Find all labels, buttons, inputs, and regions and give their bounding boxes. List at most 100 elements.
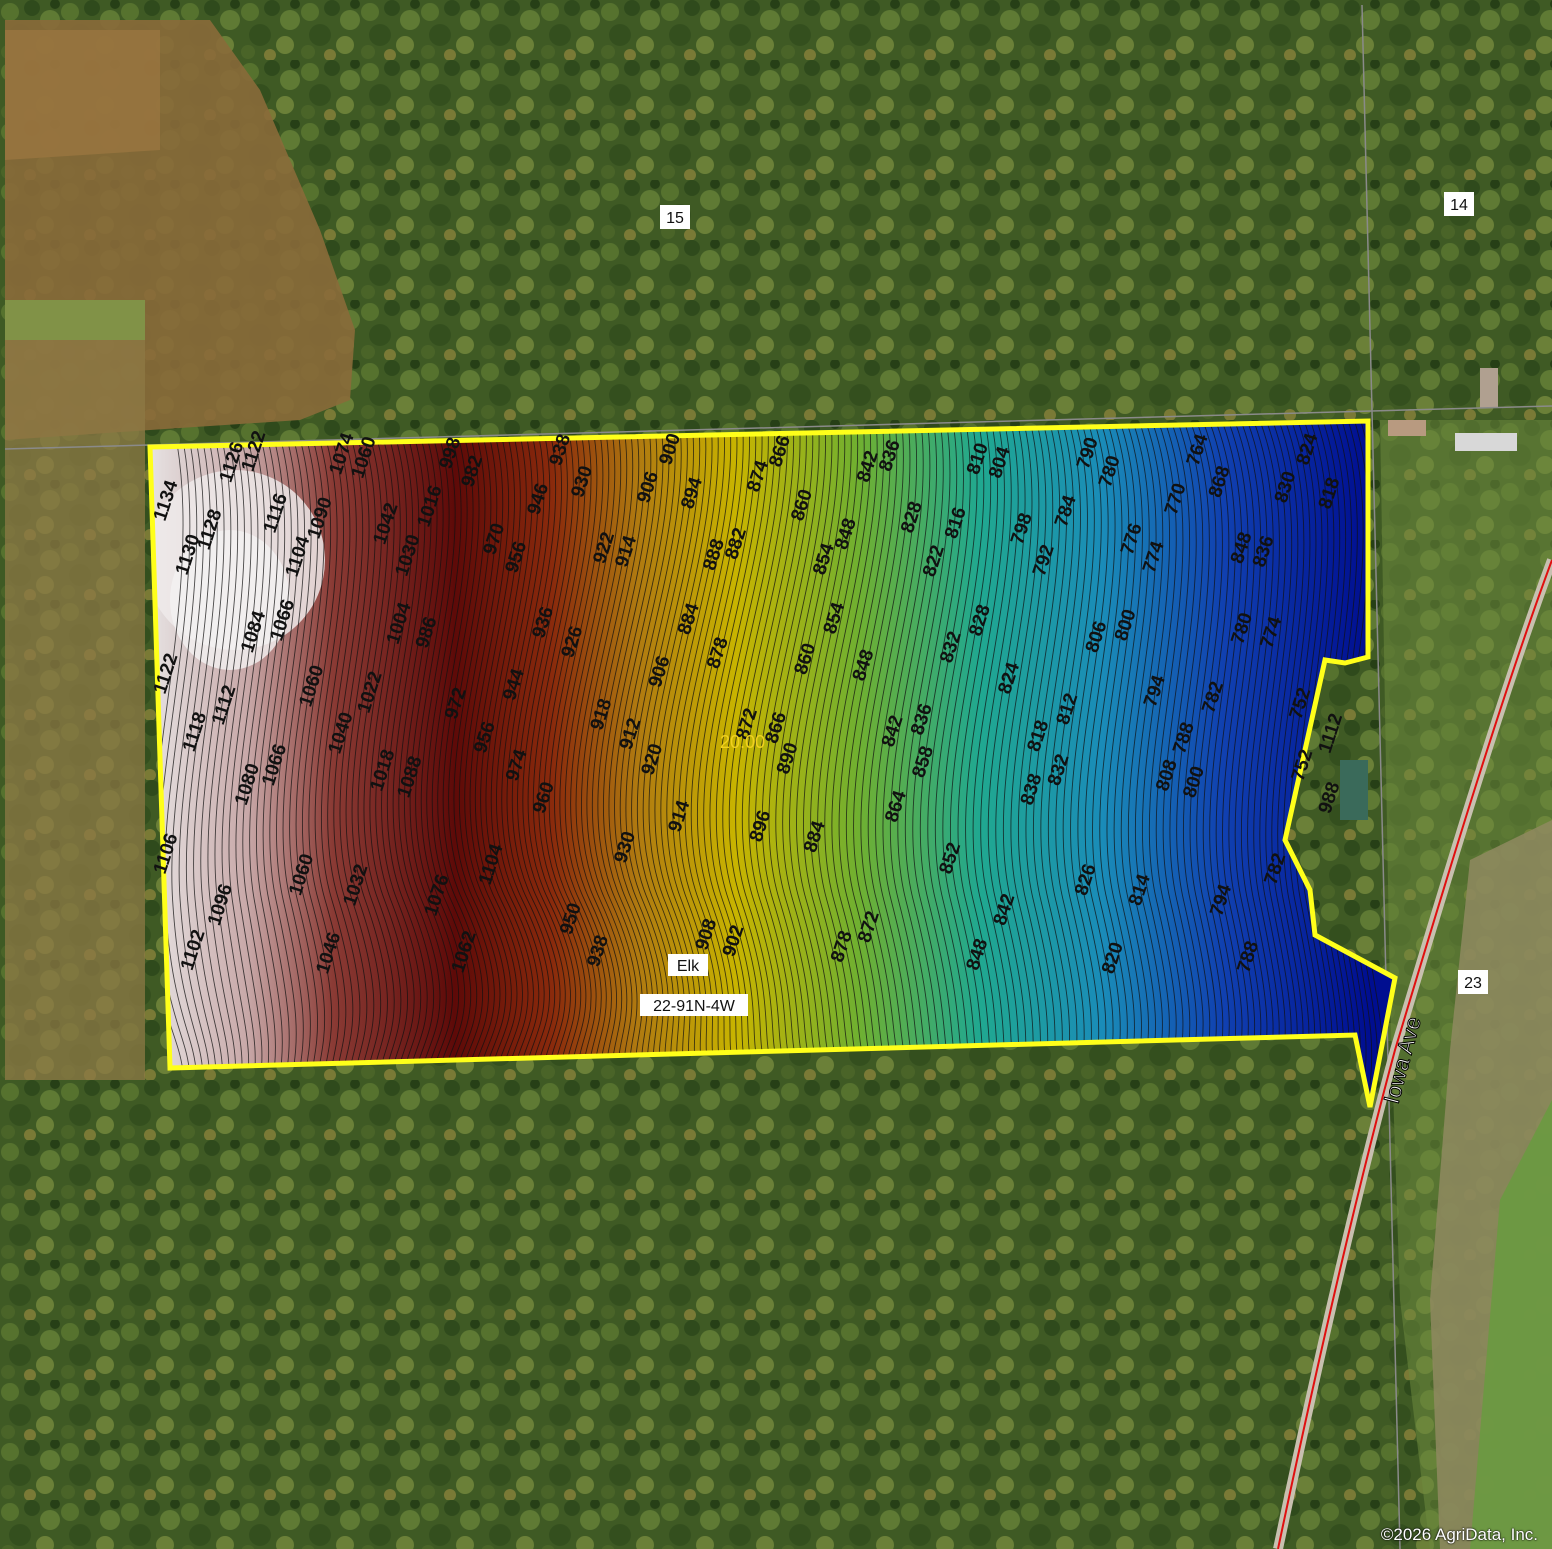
contour-line — [375, 421, 415, 1107]
contour-line — [228, 421, 259, 1107]
contour-line — [403, 421, 447, 1107]
contour-line — [501, 421, 550, 1107]
contour-line — [339, 421, 375, 1107]
pasture — [5, 300, 145, 1080]
contour-line — [448, 421, 495, 1107]
contour-line — [345, 421, 382, 1107]
contour-line — [327, 421, 361, 1107]
parcel-boundary[interactable] — [147, 418, 1398, 1108]
contour-line — [409, 421, 453, 1107]
contour-line — [398, 421, 441, 1107]
contour-line — [654, 421, 721, 1107]
contour-interval-label: 20.00 — [720, 732, 765, 752]
contour-line — [511, 421, 561, 1107]
copyright-notice: ©2026 AgriData, Inc. — [1380, 1525, 1538, 1544]
contour-line — [608, 421, 670, 1107]
contour-line — [386, 421, 428, 1107]
contour-line — [648, 421, 714, 1107]
township-code-label: 22-91N-4W — [640, 994, 748, 1016]
township-name-label: Elk — [668, 954, 708, 976]
contour-line — [193, 421, 225, 1107]
contour-line — [381, 421, 422, 1107]
contour-line — [289, 421, 319, 1107]
contour-line — [631, 421, 695, 1107]
township-name-bg — [668, 954, 708, 976]
contour-line — [597, 421, 657, 1107]
contour-line — [580, 421, 638, 1107]
contour-line — [564, 421, 619, 1107]
building — [1480, 368, 1498, 408]
township-code-bg — [640, 994, 748, 1016]
contour-line — [369, 421, 408, 1107]
contour-line — [301, 421, 333, 1107]
contour-line — [485, 421, 534, 1107]
contour-line — [276, 421, 306, 1107]
section-label-14: 14 — [1444, 192, 1474, 216]
contour-line — [207, 421, 239, 1107]
contour-line — [614, 421, 676, 1107]
section-label-bg — [660, 205, 690, 229]
contour-line — [602, 421, 663, 1107]
contour-line — [437, 421, 483, 1107]
contour-line — [586, 421, 644, 1107]
contour-line — [464, 421, 512, 1107]
contour-line — [490, 421, 540, 1107]
section-number: 15 — [666, 210, 684, 227]
contour-line — [506, 421, 556, 1107]
contour-line — [672, 421, 740, 1107]
section-number: 23 — [1464, 975, 1482, 992]
contour-line — [178, 421, 211, 1107]
section-label-23: 23 — [1458, 970, 1488, 994]
contour-line — [559, 421, 613, 1107]
contour-line — [522, 421, 571, 1107]
contour-line — [527, 421, 577, 1107]
contour-line — [570, 421, 625, 1107]
contour-line — [619, 421, 682, 1107]
contour-line — [351, 421, 388, 1107]
contour-line — [543, 421, 594, 1107]
section-number: 14 — [1450, 197, 1468, 214]
contour-line — [660, 421, 727, 1107]
contour-line — [625, 421, 689, 1107]
contour-line — [214, 421, 245, 1107]
contour-line — [426, 421, 472, 1107]
contour-line — [262, 421, 292, 1107]
contour-line — [666, 421, 733, 1107]
contour-line — [496, 421, 545, 1107]
contour-line — [415, 421, 459, 1107]
contour-line — [185, 421, 218, 1107]
contour-line — [474, 421, 523, 1107]
contour-line — [235, 421, 266, 1107]
contour-line — [554, 421, 606, 1107]
contour-line — [538, 421, 587, 1107]
contour-line — [242, 421, 272, 1107]
contour-line — [308, 421, 340, 1107]
section-label-15: 15 — [660, 205, 690, 229]
contour-line — [320, 421, 354, 1107]
contour-line — [357, 421, 395, 1107]
contour-line — [282, 421, 312, 1107]
section-lines — [4, 4, 1552, 1549]
contour-line — [200, 421, 232, 1107]
contour-line — [255, 421, 286, 1107]
contour-line — [548, 421, 600, 1107]
contour-line — [517, 421, 566, 1107]
contour-line — [480, 421, 529, 1107]
pasture-strip — [5, 300, 145, 340]
contour-line — [431, 421, 478, 1107]
elevation-raster — [150, 421, 1395, 1107]
road-iowa-ave[interactable] — [1273, 558, 1552, 1549]
contour-line — [171, 421, 204, 1107]
contour-line — [269, 421, 299, 1107]
contour-line — [458, 421, 507, 1107]
road-centerline — [1277, 559, 1552, 1549]
contour-line — [420, 421, 466, 1107]
building — [1340, 760, 1368, 820]
contour-line — [295, 421, 326, 1107]
section-label-bg — [1458, 970, 1488, 994]
contour-line — [314, 421, 347, 1107]
contour-line — [532, 421, 582, 1107]
township-name: Elk — [677, 958, 700, 975]
